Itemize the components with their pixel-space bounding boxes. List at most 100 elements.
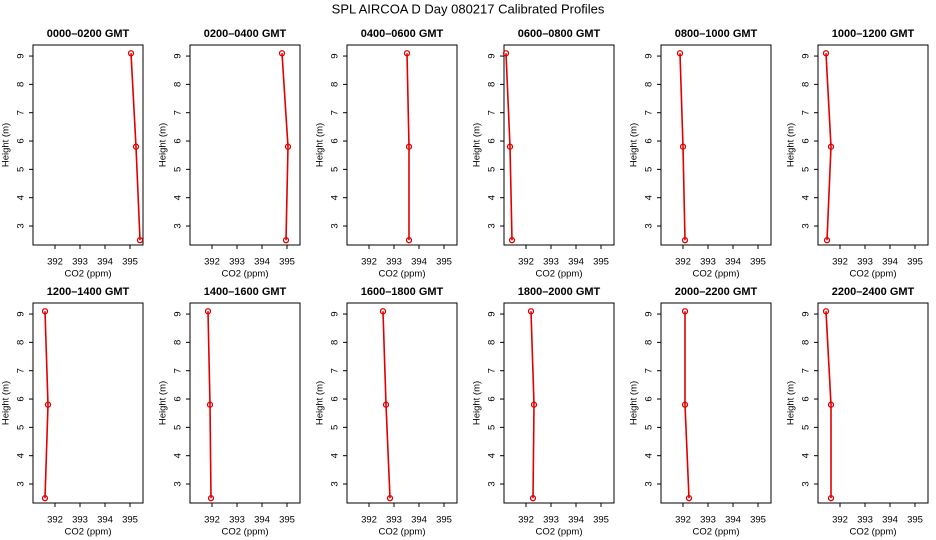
y-tick-label: 5 <box>173 167 184 172</box>
y-tick-label: 9 <box>644 53 655 58</box>
profile-line <box>825 53 832 241</box>
data-point <box>681 308 689 315</box>
y-tick-label: 3 <box>16 481 27 486</box>
y-tick-label: 6 <box>173 396 184 401</box>
data-point <box>206 401 214 408</box>
x-tick-label: 395 <box>279 515 295 526</box>
y-tick-label: 3 <box>330 481 341 486</box>
y-tick-label: 5 <box>644 167 655 172</box>
plot-frame <box>660 302 772 504</box>
data-point <box>506 143 514 150</box>
y-axis-label: Height (m) <box>158 123 169 167</box>
x-tick-label: 395 <box>750 515 766 526</box>
plot-frame <box>189 302 301 504</box>
plot-frame <box>32 302 144 504</box>
y-tick-label: 5 <box>487 167 498 172</box>
panel-title: 2200–2400 GMT <box>832 286 915 298</box>
x-tick-label: 394 <box>882 515 898 526</box>
data-point <box>508 237 516 244</box>
y-tick-label: 9 <box>801 311 812 316</box>
y-axis-label: Height (m) <box>629 381 640 425</box>
y-tick-label: 9 <box>644 311 655 316</box>
y-axis-label: Height (m) <box>1 381 12 425</box>
y-tick-label: 7 <box>801 368 812 373</box>
data-point <box>403 50 411 57</box>
x-tick-label: 392 <box>361 257 377 268</box>
y-tick-label: 8 <box>173 82 184 87</box>
y-tick-label: 5 <box>644 425 655 430</box>
panel-title: 1200–1400 GMT <box>47 286 130 298</box>
y-tick-label: 6 <box>801 396 812 401</box>
data-point <box>681 237 689 244</box>
y-tick-label: 4 <box>644 195 655 200</box>
plot-frame <box>346 44 458 246</box>
x-tick-label: 395 <box>750 257 766 268</box>
y-tick-label: 3 <box>173 223 184 228</box>
panel-title: 1800–2000 GMT <box>518 286 601 298</box>
y-tick-label: 6 <box>16 396 27 401</box>
y-tick-label: 8 <box>487 340 498 345</box>
x-axis-label: CO2 (ppm) <box>379 269 426 280</box>
y-tick-label: 3 <box>801 223 812 228</box>
x-tick-label: 392 <box>204 257 220 268</box>
y-tick-label: 7 <box>487 110 498 115</box>
y-tick-label: 5 <box>801 425 812 430</box>
y-tick-label: 5 <box>16 425 27 430</box>
data-point <box>827 401 835 408</box>
panel-title: 0800–1000 GMT <box>675 28 758 40</box>
panel-title: 0400–0600 GMT <box>361 28 444 40</box>
x-tick-label: 392 <box>47 515 63 526</box>
data-point <box>282 237 290 244</box>
data-point <box>278 50 286 57</box>
profile-line <box>406 53 410 241</box>
y-tick-label: 8 <box>801 82 812 87</box>
y-tick-label: 7 <box>644 110 655 115</box>
panel-title: 2000–2200 GMT <box>675 286 758 298</box>
y-tick-label: 4 <box>330 195 341 200</box>
data-point <box>685 495 693 502</box>
chart-title: SPL AIRCOA D Day 080217 Calibrated Profi… <box>332 1 605 16</box>
panel-title: 0600–0800 GMT <box>518 28 601 40</box>
data-point <box>679 143 687 150</box>
x-tick-label: 393 <box>857 515 873 526</box>
y-tick-label: 3 <box>487 223 498 228</box>
y-tick-label: 4 <box>487 453 498 458</box>
x-tick-label: 395 <box>593 515 609 526</box>
y-tick-label: 3 <box>16 223 27 228</box>
y-tick-label: 9 <box>173 53 184 58</box>
y-tick-label: 6 <box>487 138 498 143</box>
x-tick-label: 393 <box>700 515 716 526</box>
x-tick-label: 393 <box>72 515 88 526</box>
x-tick-label: 394 <box>97 515 113 526</box>
y-axis-label: Height (m) <box>786 381 797 425</box>
y-tick-label: 8 <box>801 340 812 345</box>
profile-line <box>44 311 49 499</box>
x-tick-label: 392 <box>361 515 377 526</box>
x-tick-label: 392 <box>47 257 63 268</box>
data-point <box>386 495 394 502</box>
y-tick-label: 5 <box>801 167 812 172</box>
x-axis-label: CO2 (ppm) <box>693 269 740 280</box>
y-tick-label: 6 <box>644 396 655 401</box>
y-tick-label: 8 <box>487 82 498 87</box>
x-tick-label: 393 <box>543 515 559 526</box>
panel-title: 0200–0400 GMT <box>204 28 287 40</box>
y-tick-label: 5 <box>330 167 341 172</box>
y-tick-label: 3 <box>644 223 655 228</box>
x-tick-label: 394 <box>725 257 741 268</box>
data-point <box>823 237 831 244</box>
x-tick-label: 392 <box>204 515 220 526</box>
data-point <box>204 308 212 315</box>
y-axis-label: Height (m) <box>472 381 483 425</box>
x-tick-label: 394 <box>97 257 113 268</box>
data-point <box>681 401 689 408</box>
profile-line <box>130 53 141 241</box>
y-tick-label: 6 <box>16 138 27 143</box>
y-tick-label: 9 <box>173 311 184 316</box>
data-point <box>136 237 144 244</box>
y-tick-label: 6 <box>330 138 341 143</box>
plot-frame <box>503 302 615 504</box>
y-axis-label: Height (m) <box>315 123 326 167</box>
y-tick-label: 9 <box>16 311 27 316</box>
